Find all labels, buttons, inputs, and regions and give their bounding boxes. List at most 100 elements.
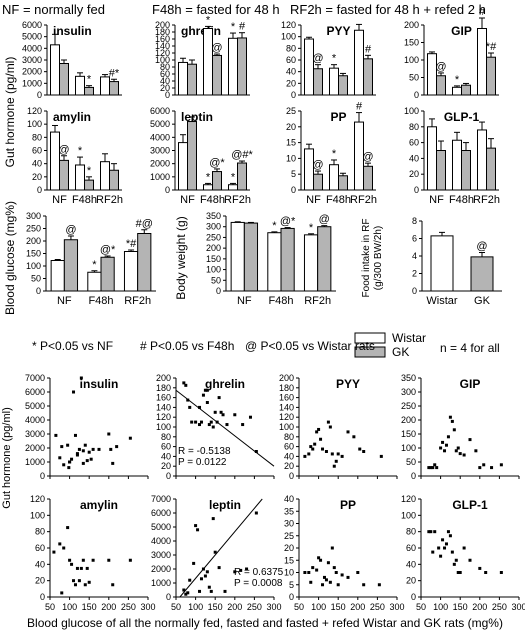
bar-gk: [436, 75, 446, 96]
y-tick-label: 80: [160, 62, 170, 72]
scatter-point: [330, 546, 334, 550]
x-tick-label: 150: [331, 602, 346, 612]
y-tick-label: 0: [166, 592, 171, 602]
significance-mark: #: [479, 6, 486, 18]
y-tick-label: 80: [35, 527, 45, 537]
scatter-point: [303, 454, 307, 458]
scatter-point: [60, 591, 64, 595]
x-tick-label: 300: [140, 602, 155, 612]
y-tick-label: 40: [160, 76, 170, 86]
chart-title: PYY: [326, 24, 350, 38]
y-tick-label: 160: [155, 34, 170, 44]
x-tick-label: RF2h: [304, 295, 331, 307]
scatter-point: [68, 460, 72, 464]
bar-gk: [237, 37, 247, 96]
y-tick-label: 250: [206, 232, 221, 242]
y-tick-label: 150: [206, 254, 221, 264]
y-tick-label: 0: [291, 185, 296, 195]
scatter-point: [217, 566, 221, 570]
y-tick-label: 100: [206, 265, 221, 275]
significance-mark: *: [92, 259, 97, 271]
y-tick-label: 7000: [151, 494, 171, 504]
scatter-point: [324, 450, 328, 453]
bar-gk: [187, 63, 197, 96]
bar-wistar: [477, 28, 487, 96]
scatter-point: [81, 449, 85, 453]
y-tick-label: 0: [411, 592, 416, 602]
x-tick-label: 300: [511, 602, 525, 612]
scatter-point: [435, 466, 439, 470]
significance-mark: #@: [136, 218, 153, 230]
y-tick-label: 300: [206, 222, 221, 232]
x-tick-label: NF: [306, 194, 321, 206]
scatter-point: [75, 566, 79, 570]
scatter-point: [52, 550, 56, 554]
scatter-point: [221, 413, 225, 417]
scatter-point: [85, 459, 89, 463]
scatter-point: [334, 571, 338, 574]
scatter-point: [111, 461, 115, 465]
scatter-point: [79, 376, 83, 380]
y-tick-label: 3000: [22, 55, 42, 65]
scatter-point: [448, 534, 452, 538]
chart-title: ghrelin: [205, 377, 245, 391]
scatter-point: [326, 561, 330, 565]
scatter-point: [209, 589, 213, 593]
x-tick-label: NF: [52, 194, 67, 206]
scatter-point: [115, 445, 119, 449]
bar-wistar: [203, 184, 213, 191]
scatter-point: [205, 570, 209, 574]
scatter-point: [311, 566, 315, 570]
bar-wistar: [329, 67, 339, 96]
scatter-chart-s_gip: 0 50 100 150 200 250 300 350 GIP: [401, 373, 520, 481]
chart-title: PYY: [336, 377, 360, 391]
y-tick-label: 100: [401, 443, 416, 453]
significance-mark: @: [362, 151, 373, 163]
bar-gk: [317, 226, 332, 292]
y-tick-label: 120: [279, 412, 294, 422]
y-tick-label: 0: [289, 471, 294, 481]
y-tick-label: 120: [281, 20, 296, 30]
x-tick-label: 150: [208, 602, 223, 612]
scatter-point: [340, 573, 344, 577]
x-tick-label: 200: [227, 602, 242, 612]
x-tick-label: 100: [62, 602, 77, 612]
y-tick-label: 350: [401, 373, 416, 383]
y-tick-label: 100: [156, 422, 171, 432]
scatter-point: [239, 568, 243, 572]
y-tick-label: 300: [26, 211, 41, 221]
bar-chart-glp1: 0 20 40 60 80 100 GLP-1 NF F48h RF2h: [404, 106, 500, 206]
x-tick-label: 100: [311, 602, 326, 612]
scatter-point: [346, 575, 350, 579]
scatter-point: [77, 579, 81, 583]
scatter-point: [309, 445, 313, 449]
y-tick-label: 4000: [22, 43, 42, 53]
significance-mark: @: [58, 144, 69, 156]
legend-sig-wistar: @ P<0.05 vs Wistar rats: [245, 339, 375, 353]
scatter-point: [468, 558, 472, 562]
chart-title: GIP: [451, 24, 472, 38]
y-tick-label: 80: [32, 132, 42, 142]
y-tick-label: 10: [284, 568, 294, 578]
scatter-point: [205, 388, 209, 392]
scatter-point: [462, 546, 466, 550]
y-tick-label: 0: [414, 90, 419, 100]
y-tick-label: 200: [404, 20, 419, 30]
significance-mark: *: [309, 222, 314, 234]
scatter-point: [454, 449, 458, 453]
scatter-point: [73, 433, 77, 437]
y-tick-label: 35: [284, 506, 294, 516]
y-tick-label: 80: [284, 432, 294, 442]
bar-wistar: [427, 126, 437, 191]
scatter-point: [107, 432, 111, 436]
y-tick-label: 1000: [150, 172, 170, 182]
scatter-point: [317, 556, 321, 560]
bar-wistar: [50, 260, 65, 292]
bar-wistar: [178, 142, 188, 191]
significance-mark: @: [211, 42, 222, 54]
